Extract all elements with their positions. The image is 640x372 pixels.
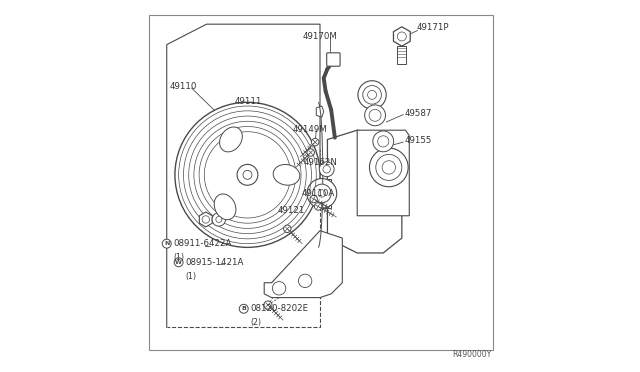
Circle shape (202, 216, 209, 223)
FancyBboxPatch shape (326, 53, 340, 66)
Polygon shape (199, 212, 212, 227)
Circle shape (358, 81, 386, 109)
Text: 08120-8202E: 08120-8202E (250, 304, 308, 313)
Polygon shape (328, 130, 402, 253)
Circle shape (284, 225, 291, 232)
Text: 49170M: 49170M (303, 32, 337, 41)
Text: 49171P: 49171P (417, 23, 449, 32)
Circle shape (212, 213, 225, 226)
Text: 49162N: 49162N (303, 158, 337, 167)
Circle shape (369, 109, 381, 121)
Circle shape (363, 86, 381, 104)
Ellipse shape (214, 194, 236, 220)
Circle shape (239, 304, 248, 313)
Text: 49155: 49155 (404, 136, 431, 145)
Circle shape (376, 154, 402, 180)
FancyBboxPatch shape (149, 15, 493, 350)
Circle shape (318, 190, 326, 197)
Circle shape (323, 166, 330, 173)
Circle shape (307, 179, 337, 208)
Circle shape (365, 105, 385, 126)
Circle shape (175, 102, 320, 247)
Text: 49587: 49587 (404, 109, 431, 118)
Text: 08915-1421A: 08915-1421A (185, 258, 243, 267)
Circle shape (204, 132, 291, 218)
Text: B: B (241, 306, 246, 311)
Text: 49110A: 49110A (301, 189, 335, 198)
Circle shape (373, 131, 394, 152)
Circle shape (378, 136, 389, 147)
Polygon shape (316, 179, 331, 208)
Circle shape (382, 161, 396, 174)
Text: 08911-6422A: 08911-6422A (173, 239, 232, 248)
Polygon shape (357, 130, 410, 216)
Circle shape (307, 149, 314, 156)
Circle shape (243, 170, 252, 179)
Circle shape (273, 282, 286, 295)
Text: N: N (164, 241, 170, 246)
Circle shape (367, 90, 376, 99)
Text: 49111: 49111 (234, 97, 262, 106)
FancyBboxPatch shape (397, 46, 406, 64)
Polygon shape (394, 27, 410, 46)
Circle shape (312, 184, 331, 203)
Text: (1): (1) (185, 272, 196, 281)
Circle shape (314, 203, 322, 210)
Text: 49149M: 49149M (293, 125, 328, 134)
Text: (1): (1) (173, 253, 184, 262)
Circle shape (237, 164, 258, 185)
Ellipse shape (220, 127, 243, 152)
Polygon shape (264, 231, 342, 298)
Text: (2): (2) (250, 318, 261, 327)
Polygon shape (316, 106, 324, 117)
Text: R490000Y: R490000Y (452, 350, 491, 359)
Text: 49110: 49110 (170, 82, 196, 91)
Circle shape (163, 239, 172, 248)
Circle shape (319, 162, 334, 177)
Circle shape (397, 32, 406, 41)
Circle shape (174, 258, 183, 267)
Circle shape (298, 274, 312, 288)
Circle shape (312, 138, 319, 146)
Circle shape (310, 195, 317, 203)
Ellipse shape (273, 164, 300, 185)
Circle shape (264, 301, 272, 309)
Text: W: W (175, 260, 182, 265)
Text: 49121: 49121 (277, 206, 305, 215)
Circle shape (369, 148, 408, 187)
Circle shape (216, 217, 222, 222)
